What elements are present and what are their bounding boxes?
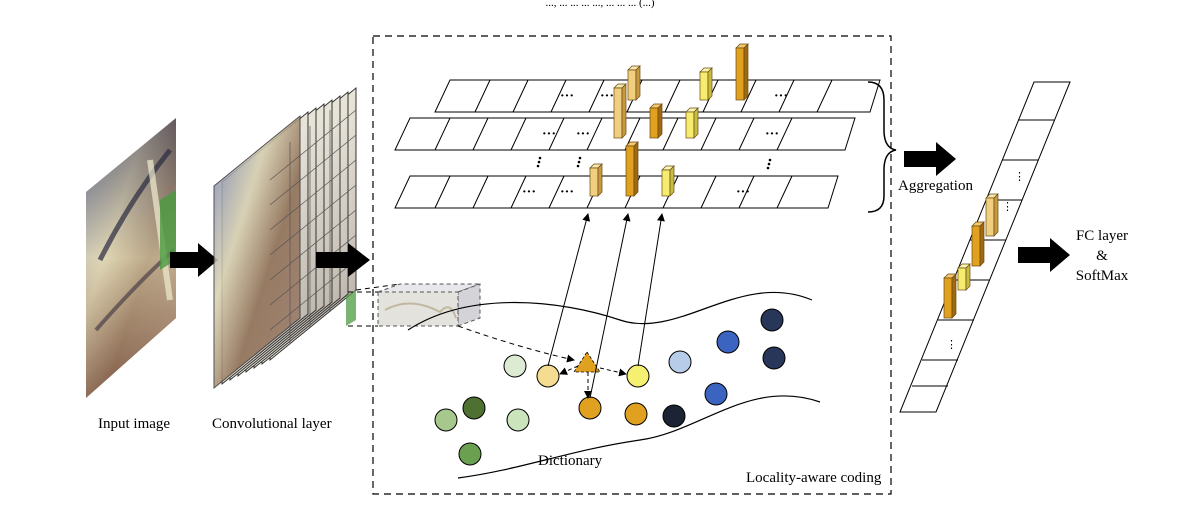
svg-text:···: ··· bbox=[542, 127, 556, 142]
dictionary-atom bbox=[704, 382, 728, 406]
svg-text:···: ··· bbox=[736, 185, 750, 200]
dictionary-atom bbox=[434, 408, 458, 432]
dictionary-atom bbox=[462, 396, 486, 420]
bar-r3-c bbox=[661, 165, 675, 197]
svg-text:⋮: ⋮ bbox=[1014, 171, 1025, 183]
label-fc-ampersand: & bbox=[1096, 248, 1108, 264]
bar-r2-c bbox=[685, 107, 699, 139]
dictionary-atom bbox=[668, 350, 692, 374]
dictionary-atom bbox=[624, 402, 648, 426]
bar-r2-b bbox=[649, 103, 663, 139]
aggregated-ellipsis: ⋮ ⋮ ⋮ bbox=[946, 171, 1025, 351]
dictionary-atom bbox=[626, 364, 650, 388]
aggregated-bars bbox=[943, 193, 999, 319]
bar-r3-a bbox=[589, 163, 603, 197]
dictionary-atom bbox=[536, 364, 560, 388]
label-aggregation: Aggregation bbox=[898, 178, 973, 194]
bar-r1-a bbox=[627, 65, 641, 101]
arrow-feature-to-query bbox=[457, 325, 575, 363]
label-conv-layer: Convolutional layer bbox=[212, 416, 332, 432]
input-image bbox=[86, 118, 176, 398]
dictionary-atom bbox=[716, 330, 740, 354]
svg-text:···: ··· bbox=[560, 89, 574, 104]
conv-feature-maps bbox=[213, 86, 357, 390]
curly-brace bbox=[867, 81, 897, 213]
svg-text:···: ··· bbox=[600, 89, 614, 104]
arrow-to-aggregation bbox=[904, 142, 956, 176]
nearest-neighbor-arrows bbox=[559, 365, 627, 399]
svg-text:···: ··· bbox=[576, 127, 590, 142]
label-softmax: SoftMax bbox=[1076, 268, 1129, 284]
dictionary-atom bbox=[506, 408, 530, 432]
manifold-top-curve bbox=[407, 291, 813, 331]
dictionary-atom bbox=[662, 404, 686, 428]
dictionary-atoms bbox=[434, 308, 786, 466]
svg-text:···: ··· bbox=[522, 185, 536, 200]
bar-r2-a bbox=[613, 83, 627, 139]
dictionary-atom bbox=[760, 308, 784, 332]
bar-r3-b bbox=[625, 141, 639, 197]
label-locality-coding: Locality-aware coding bbox=[746, 470, 882, 486]
local-feature-cuboid bbox=[377, 283, 481, 327]
code-activation-bars bbox=[589, 43, 749, 197]
bar-r1-c bbox=[735, 43, 749, 101]
label-dictionary: Dictionary bbox=[538, 453, 603, 469]
vertical-ellipsis bbox=[536, 156, 772, 170]
arrow-conv-to-coding bbox=[316, 243, 370, 277]
dictionary-atom bbox=[762, 346, 786, 370]
label-input-image: Input image bbox=[98, 416, 170, 432]
header-partial-text: ..., ... ... ... ..., ... ... ... (...) bbox=[545, 0, 654, 9]
svg-text:⋮: ⋮ bbox=[1002, 201, 1013, 213]
bar-r1-b bbox=[699, 67, 713, 101]
svg-text:⋮: ⋮ bbox=[946, 339, 957, 351]
manifold-bottom-curve bbox=[457, 395, 821, 479]
query-feature-triangle bbox=[573, 351, 601, 373]
dictionary-atom bbox=[503, 354, 527, 378]
cuboid-dashed-links bbox=[348, 283, 401, 327]
dictionary-atom bbox=[458, 442, 482, 466]
code-link-arrows bbox=[547, 213, 665, 399]
locality-coding-box bbox=[372, 35, 892, 495]
arrow-input-to-conv bbox=[170, 243, 218, 277]
row-ellipsis-marks: ··· ··· ··· ··· ··· ··· ··· ··· ··· bbox=[522, 89, 788, 200]
svg-text:···: ··· bbox=[560, 185, 574, 200]
svg-text:···: ··· bbox=[765, 127, 779, 142]
svg-text:···: ··· bbox=[774, 89, 788, 104]
dictionary-atom bbox=[578, 396, 602, 420]
label-fc-layer: FC layer bbox=[1076, 228, 1128, 244]
arrow-to-fc bbox=[1018, 238, 1070, 272]
